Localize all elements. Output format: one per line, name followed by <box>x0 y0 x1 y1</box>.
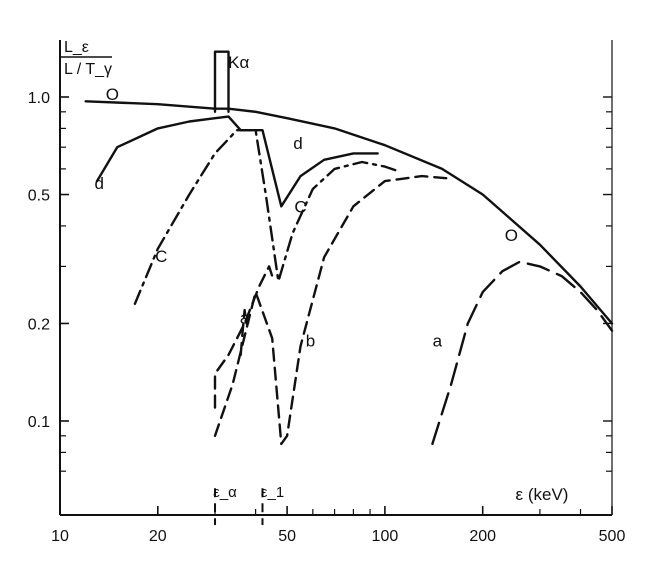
curve-label: a <box>433 331 443 350</box>
x-tick-label: 200 <box>469 528 496 545</box>
marker-label: ε_α <box>213 484 237 501</box>
marker-label: ε_1 <box>261 484 284 501</box>
series-b <box>213 174 453 446</box>
curve-label: C <box>294 198 306 217</box>
x-tick-label: 10 <box>51 528 69 545</box>
x-axis-label: ε (keV) <box>516 485 569 504</box>
ylabel-bottom: L / T_γ <box>64 61 112 78</box>
curve-label: Kα <box>228 53 249 72</box>
x-tick-label: 20 <box>149 528 167 545</box>
curve-label: O <box>505 226 518 245</box>
x-tick-label: 100 <box>372 528 399 545</box>
curve-label: C <box>155 247 167 266</box>
y-tick-label: 0.1 <box>28 414 50 431</box>
series-b-left- <box>213 265 274 409</box>
curve-label: O <box>106 85 119 104</box>
y-tick-label: 0.5 <box>28 188 50 205</box>
series-a <box>431 260 614 446</box>
curve-label: b <box>306 331 315 350</box>
y-tick-label: 1.0 <box>28 90 50 107</box>
x-tick-label: 500 <box>599 528 626 545</box>
y-tick-label: 0.2 <box>28 316 50 333</box>
series-o <box>84 100 614 325</box>
x-tick-label: 50 <box>278 528 296 545</box>
curve-label: a <box>240 308 250 327</box>
series-c <box>133 129 400 305</box>
series-k- <box>213 50 230 113</box>
series-a-left- <box>239 308 248 357</box>
curve-label: d <box>293 134 302 153</box>
curve-label: d <box>94 174 103 193</box>
ylabel-top: L_ε <box>64 39 89 56</box>
